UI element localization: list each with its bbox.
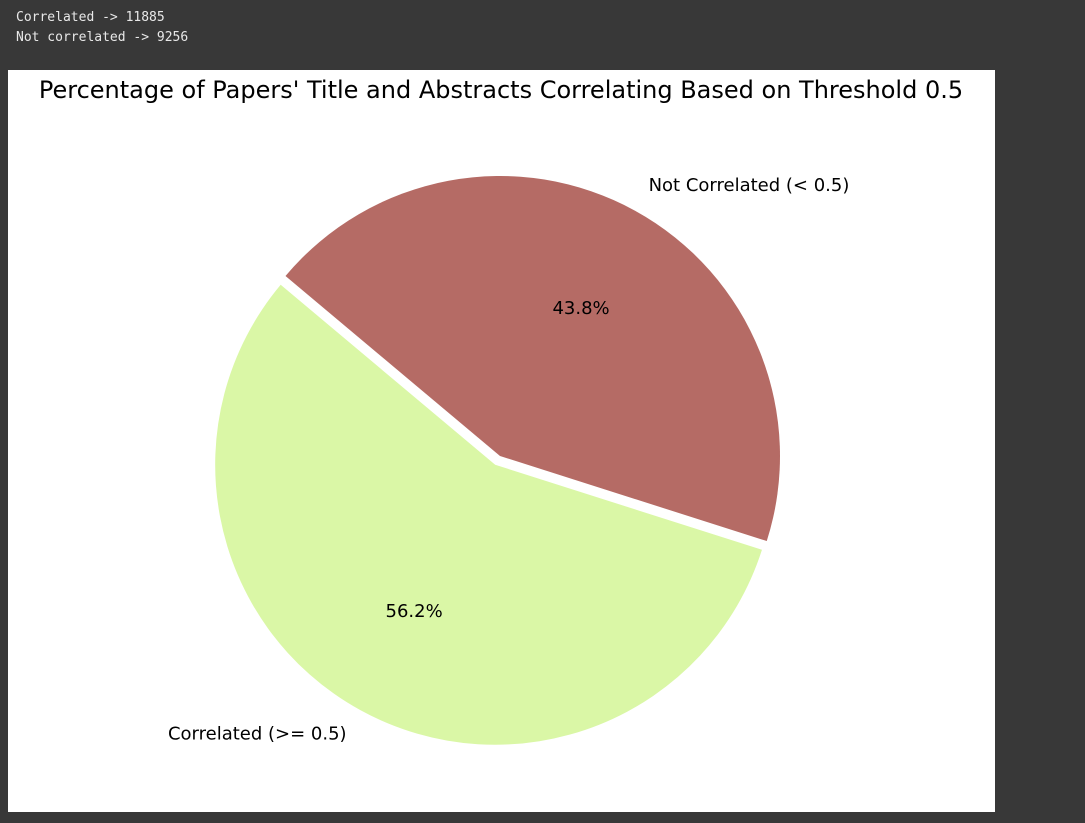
console-line: Correlated -> 11885 (16, 10, 165, 25)
chart: Percentage of Papers' Title and Abstract… (8, 70, 995, 812)
chart-title: Percentage of Papers' Title and Abstract… (39, 76, 963, 104)
pie-slice (215, 284, 762, 745)
console-line: Not correlated -> 9256 (16, 30, 189, 45)
slice-label: Correlated (>= 0.5) (168, 724, 347, 745)
value-label: 43.8% (552, 298, 609, 319)
slice-label: Not Correlated (< 0.5) (649, 175, 850, 196)
value-label: 56.2% (386, 601, 443, 622)
pie-slice (285, 176, 780, 542)
